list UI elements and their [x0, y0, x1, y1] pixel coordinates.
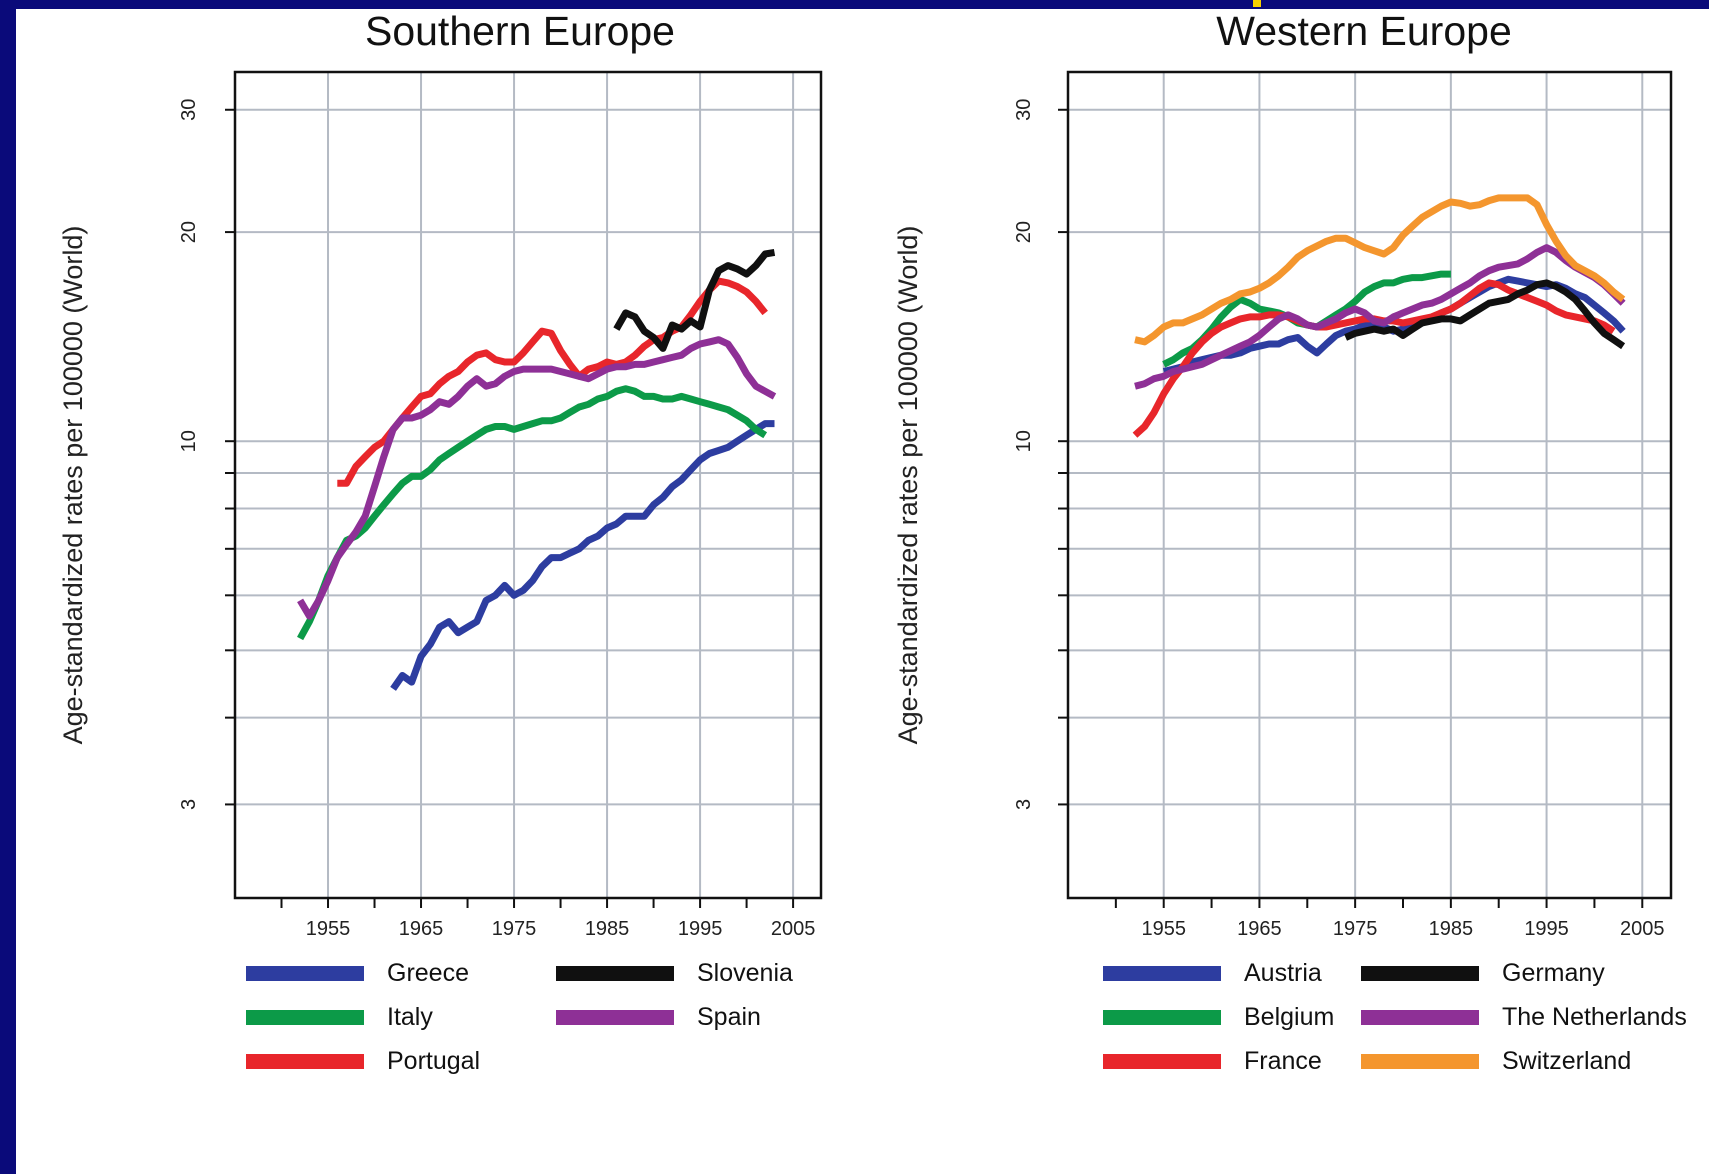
y-tick-label: 10 [178, 430, 200, 452]
legend-swatch [1103, 1010, 1221, 1025]
x-tick-label: 1995 [1524, 918, 1569, 940]
legend-swatch [1361, 1054, 1479, 1069]
y-tick-label: 3 [1013, 799, 1035, 810]
legend-swatch [556, 1010, 674, 1025]
y-tick-label: 20 [178, 221, 200, 243]
legend-swatch [246, 1054, 364, 1069]
legend-label: Portugal [387, 1047, 481, 1075]
legend-label: Austria [1244, 959, 1322, 987]
y-tick-label: 3 [178, 799, 200, 810]
legend-label: Spain [697, 1003, 761, 1031]
series-line-italy [297, 385, 768, 641]
series-line-greece [390, 420, 775, 691]
x-tick-label: 1965 [1237, 918, 1282, 940]
legend-swatch [1361, 966, 1479, 981]
x-tick-label: 1965 [399, 918, 444, 940]
y-axis-label: Age-standardized rates per 100000 (World… [893, 226, 923, 745]
series-line-slovenia [613, 248, 776, 352]
yellow-marker [1253, 0, 1261, 7]
chart-title: Western Europe [1216, 8, 1512, 54]
legend-swatch [1361, 1010, 1479, 1025]
legend-label: Italy [387, 1003, 433, 1031]
legend-swatch [1103, 966, 1221, 981]
series-line-the-netherlands [1134, 244, 1626, 390]
x-tick-label: 1995 [678, 918, 723, 940]
x-tick-label: 1975 [492, 918, 537, 940]
legend-label: Greece [387, 959, 469, 987]
x-tick-label: 1985 [585, 918, 630, 940]
y-tick-label: 30 [1013, 99, 1035, 121]
y-tick-label: 10 [1013, 430, 1035, 452]
series-line-germany [1344, 279, 1626, 350]
legend-swatch [556, 966, 674, 981]
y-tick-label: 30 [178, 99, 200, 121]
legend-label: France [1244, 1047, 1322, 1075]
series-line-portugal [337, 277, 768, 487]
legend-swatch [246, 966, 364, 981]
series-line-spain [297, 336, 777, 620]
top-border [0, 0, 1709, 9]
x-tick-label: 1955 [1141, 918, 1186, 940]
legend-swatch [246, 1010, 364, 1025]
legend-label: The Netherlands [1502, 1003, 1687, 1031]
series-line-switzerland [1134, 194, 1626, 346]
chart-title: Southern Europe [365, 8, 675, 54]
x-tick-label: 1975 [1333, 918, 1378, 940]
x-tick-label: 2005 [771, 918, 816, 940]
legend-label: Switzerland [1502, 1047, 1632, 1075]
x-tick-label: 2005 [1620, 918, 1665, 940]
x-tick-label: 1955 [306, 918, 351, 940]
y-tick-label: 20 [1013, 221, 1035, 243]
plot-frame [1066, 70, 1673, 900]
legend-label: Slovenia [697, 959, 793, 987]
y-axis-label: Age-standardized rates per 100000 (World… [58, 226, 88, 745]
legend-label: Belgium [1244, 1003, 1335, 1031]
plot-frame [233, 70, 823, 900]
legend-swatch [1103, 1054, 1221, 1069]
legend-label: Germany [1502, 959, 1605, 987]
x-tick-label: 1985 [1429, 918, 1474, 940]
